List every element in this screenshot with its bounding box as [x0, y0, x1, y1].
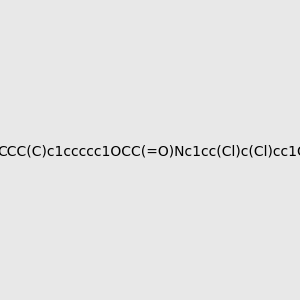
Text: CCC(C)c1ccccc1OCC(=O)Nc1cc(Cl)c(Cl)cc1Cl: CCC(C)c1ccccc1OCC(=O)Nc1cc(Cl)c(Cl)cc1Cl [0, 145, 300, 158]
